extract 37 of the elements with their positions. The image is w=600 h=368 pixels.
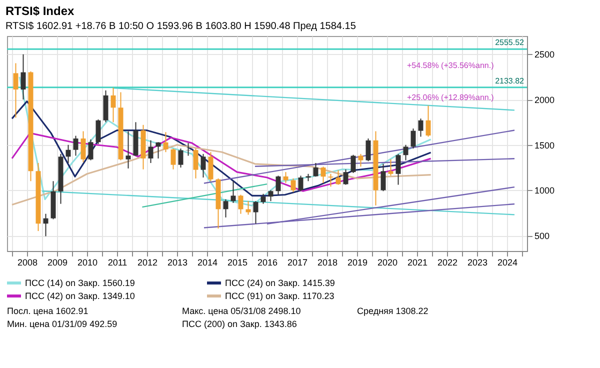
y-tick-label: 2500: [534, 50, 555, 60]
legend-label: ПСС (24) on Закр. 1415.39: [225, 278, 335, 288]
x-tick-label: 2015: [227, 258, 248, 268]
y-tick-label: 1000: [534, 186, 555, 196]
x-tick-label: 2014: [197, 258, 218, 268]
x-tick-label: 2018: [317, 258, 338, 268]
text: Мин. цена 01/31/09 492.59: [7, 319, 118, 329]
x-tick-label: 2024: [497, 258, 518, 268]
x-tick-label: 2009: [47, 258, 68, 268]
x-tick-label: 2010: [77, 258, 98, 268]
legend-label: ПСС (91) on Закр. 1170.23: [225, 291, 334, 301]
x-tick-label: 2008: [17, 258, 38, 268]
text: Средняя 1308.22: [357, 306, 428, 316]
ref-line-label: 2555.52: [495, 38, 525, 48]
text: Макс. цена 05/31/08 2498.10: [182, 306, 301, 316]
x-tick-label: 2012: [137, 258, 158, 268]
ref-line-label: 2133.82: [495, 76, 525, 86]
x-tick-label: 2013: [167, 258, 188, 268]
text: Посл. цена 1602.91: [7, 306, 88, 316]
y-tick-label: 1500: [534, 140, 555, 150]
legend-label: ПСС (42) on Закр. 1349.10: [25, 291, 135, 301]
y-tick-label: 2000: [534, 95, 555, 105]
chart-title: RTSI$ Index: [6, 4, 75, 18]
x-tick-label: 2020: [377, 258, 398, 268]
annotation: +25.06% (+12.89%ann.): [407, 93, 494, 102]
chart-subtitle: RTSI$ 1602.91 +18.76 В 10:50 О 1593.96 В 1603.80 Н 1590.48 Пред 1584.15: [6, 21, 356, 32]
x-tick-label: 2019: [347, 258, 368, 268]
x-tick-label: 2016: [257, 258, 278, 268]
y-tick-label: 500: [534, 231, 550, 242]
x-tick-label: 2023: [467, 258, 488, 268]
x-tick-label: 2021: [407, 258, 428, 268]
x-tick-label: 2011: [108, 258, 128, 268]
annotation: +54.58% (+35.56%ann.): [407, 61, 494, 70]
x-tick-label: 2017: [287, 258, 308, 268]
text: ПСС (200) on Закр. 1343.86: [182, 319, 297, 329]
x-tick-label: 2022: [437, 258, 458, 268]
legend-label: ПСС (14) on Закр. 1560.19: [25, 278, 135, 288]
